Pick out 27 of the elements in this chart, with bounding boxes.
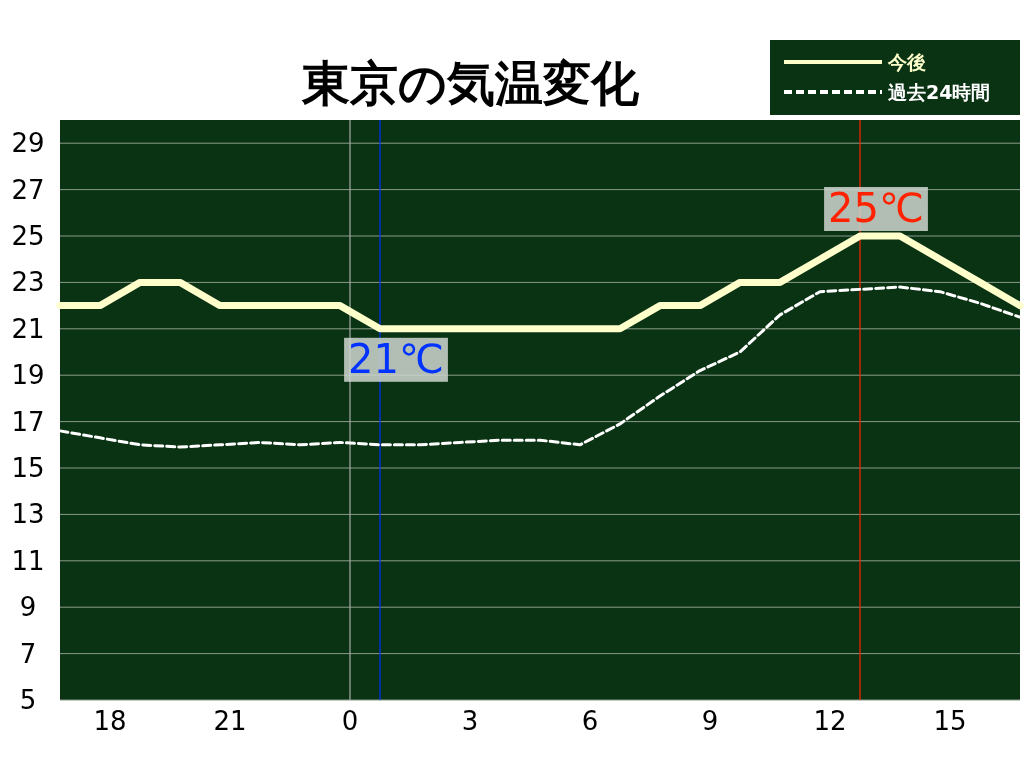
x-tick-label: 21 (213, 706, 247, 736)
annotation: 21℃ (348, 335, 444, 382)
x-tick-label: 15 (933, 706, 967, 736)
y-tick-label: 11 (11, 545, 45, 576)
y-tick-label: 13 (11, 499, 45, 530)
chart-title: 東京の気温変化 (300, 55, 640, 111)
line-series (58, 285, 1022, 449)
y-tick-label: 21 (11, 313, 45, 344)
y-tick-label: 5 (19, 685, 37, 715)
x-tick-label: 0 (341, 706, 359, 736)
y-tick-label: 7 (19, 638, 37, 669)
x-tick-label: 3 (461, 706, 479, 736)
x-tick-label: 6 (581, 706, 599, 736)
x-tick-label: 12 (813, 706, 847, 736)
y-tick-label: 29 (11, 128, 45, 159)
x-tick-label: 18 (93, 706, 127, 736)
y-tick-label: 19 (11, 360, 45, 391)
y-tick-label: 23 (11, 267, 45, 298)
y-tick-label: 15 (11, 453, 45, 483)
y-tick-label: 25 (11, 221, 45, 251)
annotation: 25℃ (828, 185, 924, 231)
legend-item: 過去24時間 (784, 81, 991, 103)
x-tick-label: 9 (701, 706, 719, 736)
legend-item: 今後 (784, 51, 926, 73)
y-tick-label: 27 (11, 174, 45, 205)
y-tick-label: 17 (11, 406, 45, 437)
y-tick-label: 9 (19, 592, 37, 623)
